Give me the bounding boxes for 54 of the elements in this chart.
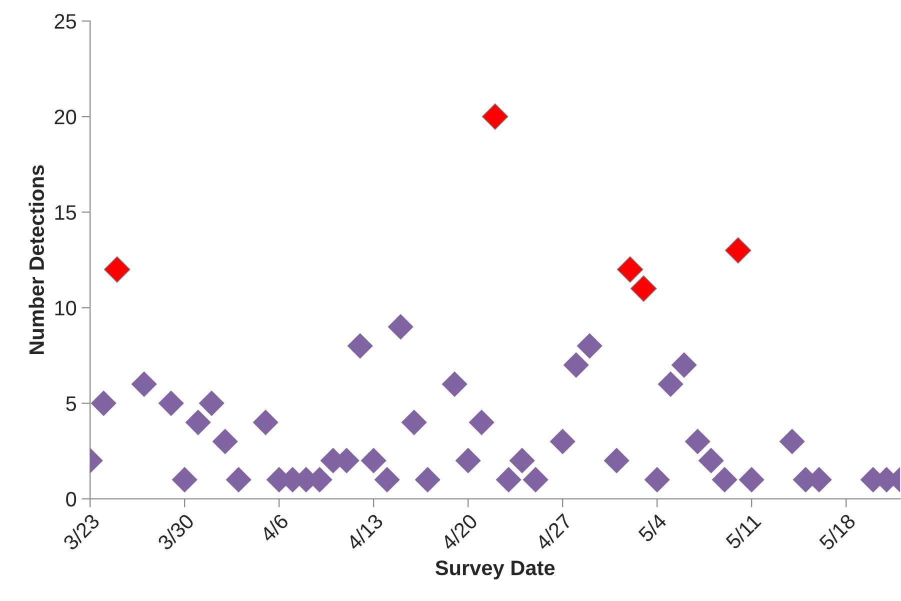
point xyxy=(630,275,657,302)
x-tick-label: 3/23 xyxy=(62,512,100,551)
x-tick-label: 4/6 xyxy=(258,512,290,543)
point xyxy=(252,410,278,436)
point xyxy=(576,333,602,359)
x-tick-label: 4/13 xyxy=(345,512,384,552)
point xyxy=(158,390,184,416)
point xyxy=(684,428,710,454)
point xyxy=(212,428,238,454)
y-tick-label: 0 xyxy=(66,492,76,507)
point xyxy=(658,371,684,397)
y-tick-label: 5 xyxy=(66,396,76,412)
point xyxy=(712,466,738,493)
point xyxy=(522,466,548,493)
point xyxy=(482,103,508,130)
point xyxy=(185,410,211,436)
point xyxy=(374,466,400,493)
point xyxy=(671,352,697,378)
x-tick-label: 5/11 xyxy=(724,512,762,550)
x-tick-label: 3/30 xyxy=(156,512,195,551)
point xyxy=(360,448,386,474)
point xyxy=(172,466,198,493)
point xyxy=(401,410,427,436)
x-tick-label: 5/18 xyxy=(818,512,856,551)
point xyxy=(198,390,224,416)
y-axis-title: Number Detections xyxy=(28,165,44,354)
point xyxy=(738,466,764,493)
point xyxy=(550,428,576,454)
point xyxy=(604,448,630,474)
y-tick-label: 25 xyxy=(54,14,76,29)
x-axis-title: Survey Date xyxy=(435,560,555,580)
point xyxy=(414,466,440,493)
x-tick-label: 4/20 xyxy=(440,512,478,552)
x-tick-label: 5/4 xyxy=(637,512,668,543)
point xyxy=(496,466,522,493)
point xyxy=(442,371,468,397)
y-tick-label: 10 xyxy=(55,300,76,316)
point xyxy=(698,448,724,474)
point xyxy=(779,428,805,454)
point xyxy=(563,352,589,378)
y-tick-label: 20 xyxy=(54,110,76,124)
point xyxy=(131,371,157,397)
point xyxy=(468,410,494,436)
point xyxy=(90,390,116,416)
point xyxy=(347,333,373,359)
point xyxy=(388,314,414,340)
point xyxy=(616,256,644,283)
point xyxy=(226,466,252,493)
point xyxy=(509,448,535,474)
point xyxy=(455,448,481,474)
point xyxy=(724,237,752,264)
point xyxy=(644,466,670,493)
y-tick-label: 15 xyxy=(55,205,76,220)
point xyxy=(104,256,130,283)
